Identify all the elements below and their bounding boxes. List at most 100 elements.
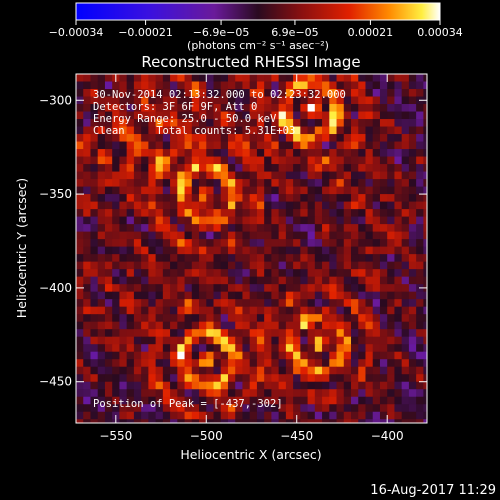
colorbar-tick-label: 6.9e−05 xyxy=(271,26,318,39)
heatmap-pixel xyxy=(155,201,164,210)
heatmap-pixel xyxy=(256,261,265,270)
heatmap-pixel xyxy=(307,171,316,180)
heatmap-pixel xyxy=(76,321,84,330)
heatmap-pixel xyxy=(343,276,352,285)
heatmap-pixel xyxy=(76,104,84,112)
heatmap-pixel xyxy=(227,306,236,315)
heatmap-pixel xyxy=(184,186,193,195)
annotations: 30-Nov-2014 02:13:32.000 to 02:23:32.000… xyxy=(93,89,346,410)
heatmap-pixel xyxy=(256,329,265,338)
heatmap-pixel xyxy=(394,321,403,330)
heatmap-pixel xyxy=(416,419,424,423)
heatmap-pixel xyxy=(148,366,157,375)
heatmap-pixel xyxy=(126,359,135,368)
heatmap-pixel xyxy=(423,111,427,120)
heatmap-pixel xyxy=(76,156,84,165)
heatmap-pixel xyxy=(155,299,164,308)
heatmap-pixel xyxy=(351,321,359,330)
heatmap-pixel xyxy=(423,306,427,315)
heatmap-pixel xyxy=(213,374,222,383)
heatmap-pixel xyxy=(256,396,265,405)
heatmap-pixel xyxy=(119,224,128,233)
heatmap-pixel xyxy=(408,179,417,187)
heatmap-pixel xyxy=(227,366,236,375)
heatmap-pixel xyxy=(148,351,157,360)
heatmap-pixel xyxy=(104,261,113,270)
heatmap-pixel xyxy=(191,89,200,97)
heatmap-pixel xyxy=(408,201,417,210)
heatmap-pixel xyxy=(191,164,200,172)
heatmap-pixel xyxy=(213,314,222,323)
heatmap-pixel xyxy=(206,119,214,127)
heatmap-pixel xyxy=(372,74,381,82)
heatmap-pixel xyxy=(401,299,410,308)
heatmap-pixel xyxy=(314,366,323,375)
heatmap-pixel xyxy=(343,389,352,398)
heatmap-pixel xyxy=(148,141,157,150)
heatmap-pixel xyxy=(126,179,135,187)
heatmap-pixel xyxy=(76,336,84,345)
heatmap-pixel xyxy=(264,261,272,270)
heatmap-pixel xyxy=(307,336,316,345)
heatmap-pixel xyxy=(206,411,214,420)
heatmap-pixel xyxy=(119,156,128,165)
heatmap-pixel xyxy=(285,246,294,255)
heatmap-pixel xyxy=(155,89,164,97)
heatmap-pixel xyxy=(119,254,128,263)
heatmap-pixel xyxy=(104,419,113,423)
heatmap-pixel xyxy=(293,224,301,233)
heatmap-pixel xyxy=(242,239,251,248)
heatmap-pixel xyxy=(401,329,410,338)
heatmap-pixel xyxy=(343,321,352,330)
heatmap-pixel xyxy=(90,96,99,105)
heatmap-pixel xyxy=(329,246,337,255)
heatmap-pixel xyxy=(285,299,294,308)
heatmap-pixel xyxy=(133,216,142,225)
heatmap-pixel xyxy=(83,224,91,233)
heatmap-pixel xyxy=(329,261,337,270)
heatmap-pixel xyxy=(184,366,193,375)
heatmap-pixel xyxy=(293,239,301,248)
heatmap-pixel xyxy=(112,396,120,405)
heatmap-pixel xyxy=(220,111,229,120)
heatmap-pixel xyxy=(155,171,164,180)
heatmap-pixel xyxy=(314,126,323,135)
heatmap-pixel xyxy=(184,231,193,240)
heatmap-pixel xyxy=(307,261,316,270)
heatmap-pixel xyxy=(112,239,120,248)
heatmap-pixel xyxy=(235,216,243,225)
heatmap-pixel xyxy=(104,81,113,90)
heatmap-pixel xyxy=(162,209,171,218)
heatmap-pixel xyxy=(97,186,106,195)
heatmap-pixel xyxy=(220,141,229,150)
heatmap-pixel xyxy=(329,224,337,233)
heatmap-pixel xyxy=(141,359,149,368)
heatmap-pixel xyxy=(336,306,345,315)
heatmap-pixel xyxy=(358,351,366,360)
heatmap-pixel xyxy=(408,231,417,240)
heatmap-pixel xyxy=(307,411,316,420)
heatmap-pixel xyxy=(379,261,388,270)
heatmap-pixel xyxy=(97,269,106,278)
heatmap-pixel xyxy=(213,336,222,345)
heatmap-pixel xyxy=(387,186,395,195)
heatmap-pixel xyxy=(133,321,142,330)
heatmap-pixel xyxy=(307,89,316,97)
heatmap-pixel xyxy=(184,389,193,398)
heatmap-pixel xyxy=(300,171,308,180)
heatmap-pixel xyxy=(358,366,366,375)
heatmap-pixel xyxy=(379,149,388,157)
heatmap-pixel xyxy=(300,141,308,150)
heatmap-pixel xyxy=(314,291,323,300)
heatmap-pixel xyxy=(83,329,91,338)
heatmap-pixel xyxy=(343,156,352,165)
heatmap-pixel xyxy=(249,246,258,255)
heatmap-pixel xyxy=(227,96,236,105)
heatmap-pixel xyxy=(162,119,171,127)
heatmap-pixel xyxy=(90,216,99,225)
heatmap-pixel xyxy=(336,374,345,383)
heatmap-pixel xyxy=(394,186,403,195)
heatmap-pixel xyxy=(278,329,287,338)
heatmap-pixel xyxy=(249,291,258,300)
heatmap-pixel xyxy=(155,126,164,135)
